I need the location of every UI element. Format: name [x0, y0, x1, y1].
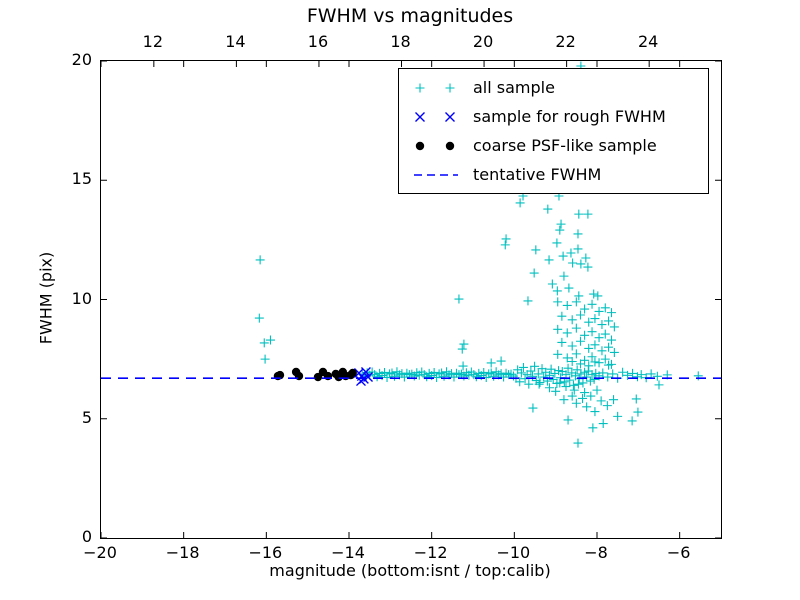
top-tick-label: 20: [472, 32, 494, 51]
top-tick-label: 12: [142, 32, 164, 51]
legend-item-coarse-psf: coarse PSF-like sample: [399, 131, 708, 160]
scatter-canvas: [101, 61, 721, 538]
x-marker-icon: [411, 106, 461, 128]
axis-ticks: [101, 61, 721, 538]
bottom-tick-label: −10: [496, 543, 531, 562]
top-tick-label: 18: [390, 32, 411, 51]
bottom-tick-label: −12: [413, 543, 448, 562]
legend-label: tentative FWHM: [473, 165, 602, 184]
plus-marker-icon: [411, 77, 461, 99]
bottom-tick-label: −14: [331, 543, 365, 562]
top-tick-label: 22: [555, 32, 576, 51]
chart-title: FWHM vs magnitudes: [306, 5, 514, 27]
bottom-tick-label: −8: [584, 543, 608, 562]
top-tick-label: 24: [637, 32, 659, 51]
series-all-sample: [254, 61, 703, 448]
top-tick-label: 14: [225, 32, 246, 51]
legend-label: sample for rough FWHM: [473, 107, 666, 126]
legend: all sample sample for rough FWHM coarse …: [398, 68, 709, 194]
legend-label: all sample: [473, 78, 555, 97]
bottom-tick-label: −18: [165, 543, 200, 562]
dot-marker-icon: [411, 135, 461, 157]
dashed-line-icon: [411, 164, 461, 186]
x-axis-label: magnitude (bottom:isnt / top:calib): [269, 561, 551, 580]
y-tick-label: 20: [71, 50, 92, 69]
series-coarse-PSF-like-sample: [273, 367, 357, 382]
series-sample-for-rough-FWHM: [353, 367, 374, 387]
bottom-tick-label: −16: [248, 543, 283, 562]
legend-item-tentative-fwhm: tentative FWHM: [399, 160, 708, 189]
y-tick-label: 5: [81, 407, 92, 427]
y-axis-label: FWHM (pix): [36, 251, 56, 345]
top-tick-label: 16: [307, 32, 329, 51]
y-tick-label: 0: [81, 527, 92, 546]
legend-item-all-sample: all sample: [399, 73, 708, 102]
y-tick-label: 15: [71, 169, 92, 189]
legend-label: coarse PSF-like sample: [473, 136, 657, 155]
bottom-tick-label: −6: [666, 543, 691, 562]
legend-item-rough-fwhm: sample for rough FWHM: [399, 102, 708, 131]
bottom-tick-label: −20: [83, 543, 117, 562]
